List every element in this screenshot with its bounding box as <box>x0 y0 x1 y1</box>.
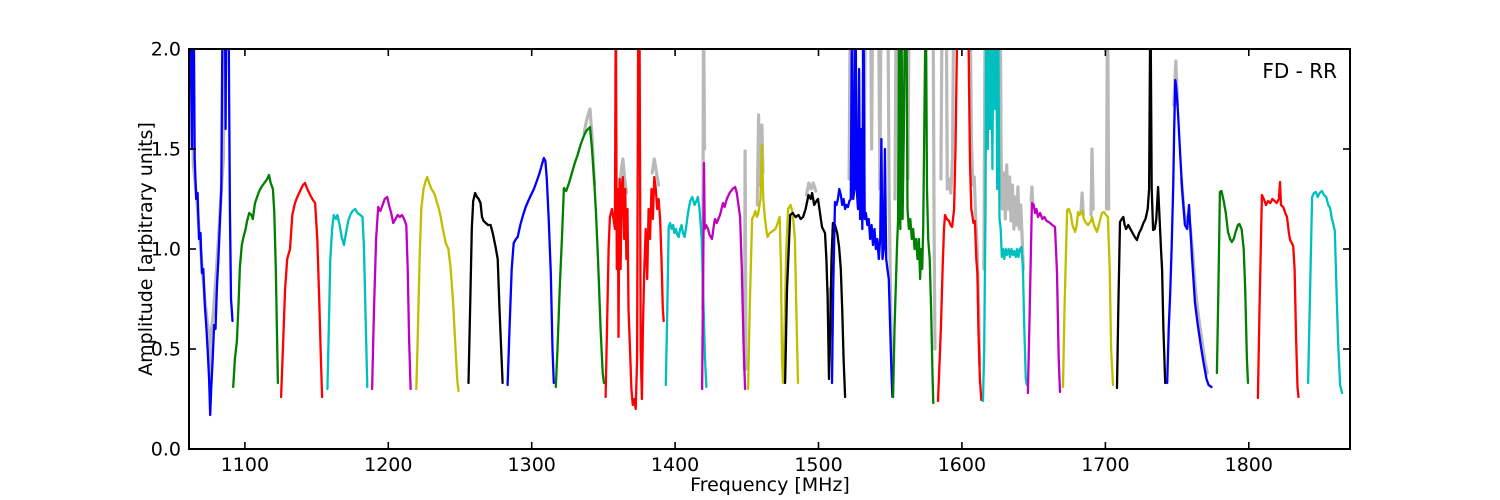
series-raw-1386-cap <box>650 157 661 187</box>
series-band-1509-blue-rfi <box>830 49 894 399</box>
series-band-1125-red <box>279 181 324 399</box>
series-band-1743-blue <box>1166 78 1213 389</box>
x-tick-label: 1400 <box>651 454 699 476</box>
series-raw-1495-cap <box>804 181 818 197</box>
corner-annotation: FD - RR <box>1262 59 1337 83</box>
x-tick-label: 1800 <box>1225 454 1273 476</box>
series-band-1646-magenta <box>1026 201 1062 395</box>
x-tick-label: 1200 <box>364 454 412 476</box>
series-band-1394-cyan <box>664 195 708 389</box>
series-band-1419-magenta <box>700 161 747 391</box>
series-band-1708-black <box>1115 49 1167 390</box>
series-band-1477-black <box>783 191 847 399</box>
curves-layer <box>189 49 1344 417</box>
series-raw-1649-spike <box>1029 185 1035 207</box>
series-raw-rfi-1554-1581 <box>893 49 937 351</box>
y-tick-label: 0.5 <box>151 339 181 361</box>
series-raw-1755-1771 <box>1179 177 1209 375</box>
series-band-1552-green-rfi <box>891 49 935 405</box>
series-band-1219-yellow <box>415 175 460 393</box>
y-tick-label: 1.5 <box>151 139 181 161</box>
series-band-1256-black <box>467 191 504 385</box>
series-band-1317-green <box>554 125 606 389</box>
x-tick-label: 1700 <box>1081 454 1129 476</box>
y-tick-label: 1.0 <box>151 239 181 261</box>
series-raw-rfi-1616-1643 <box>982 49 1025 271</box>
series-raw-1449-spike <box>742 149 748 371</box>
y-tick-label: 2.0 <box>151 39 181 61</box>
series-band-1671-yellow <box>1061 207 1115 389</box>
series-band-1157-cyan <box>326 207 369 391</box>
series-band-1806-red <box>1256 180 1300 400</box>
series-band-1451-yellow <box>746 143 800 391</box>
series-band-1283-blue <box>506 156 555 387</box>
y-axis-label: Amplitude [arbitrary units] <box>135 122 157 376</box>
series-raw-1701-spike <box>1104 49 1111 211</box>
series-band-1061-blue <box>189 49 234 417</box>
y-tick-label: 0.0 <box>151 439 181 461</box>
series-band-1189-magenta <box>370 195 412 391</box>
series-raw-rfi-1586-1612 <box>939 49 982 367</box>
series-raw-1691-spike <box>1089 147 1095 217</box>
x-tick-label: 1300 <box>508 454 556 476</box>
series-band-1583-red-rfi <box>936 49 983 403</box>
series-band-1841-cyan <box>1306 189 1344 395</box>
axes-frame: 1100 1200 1300 1400 1500 1600 1700 1800 0.0 0.5 1.… <box>151 39 1351 476</box>
series-band-1615-cyan-rfi <box>981 49 1029 403</box>
series-band-1352-red-radar <box>604 49 665 411</box>
series-raw-1363-cap <box>618 157 628 195</box>
series-raw-rfi-1521-1551 <box>847 49 894 371</box>
x-tick-label: 1100 <box>221 454 269 476</box>
series-band-1778-green <box>1215 189 1250 385</box>
series-band-1092-green <box>232 173 280 389</box>
x-tick-label: 1500 <box>794 454 842 476</box>
x-tick-label: 1600 <box>938 454 986 476</box>
x-axis-label: Frequency [MHz] <box>690 474 850 496</box>
series-raw-1684-spike <box>1079 191 1085 217</box>
